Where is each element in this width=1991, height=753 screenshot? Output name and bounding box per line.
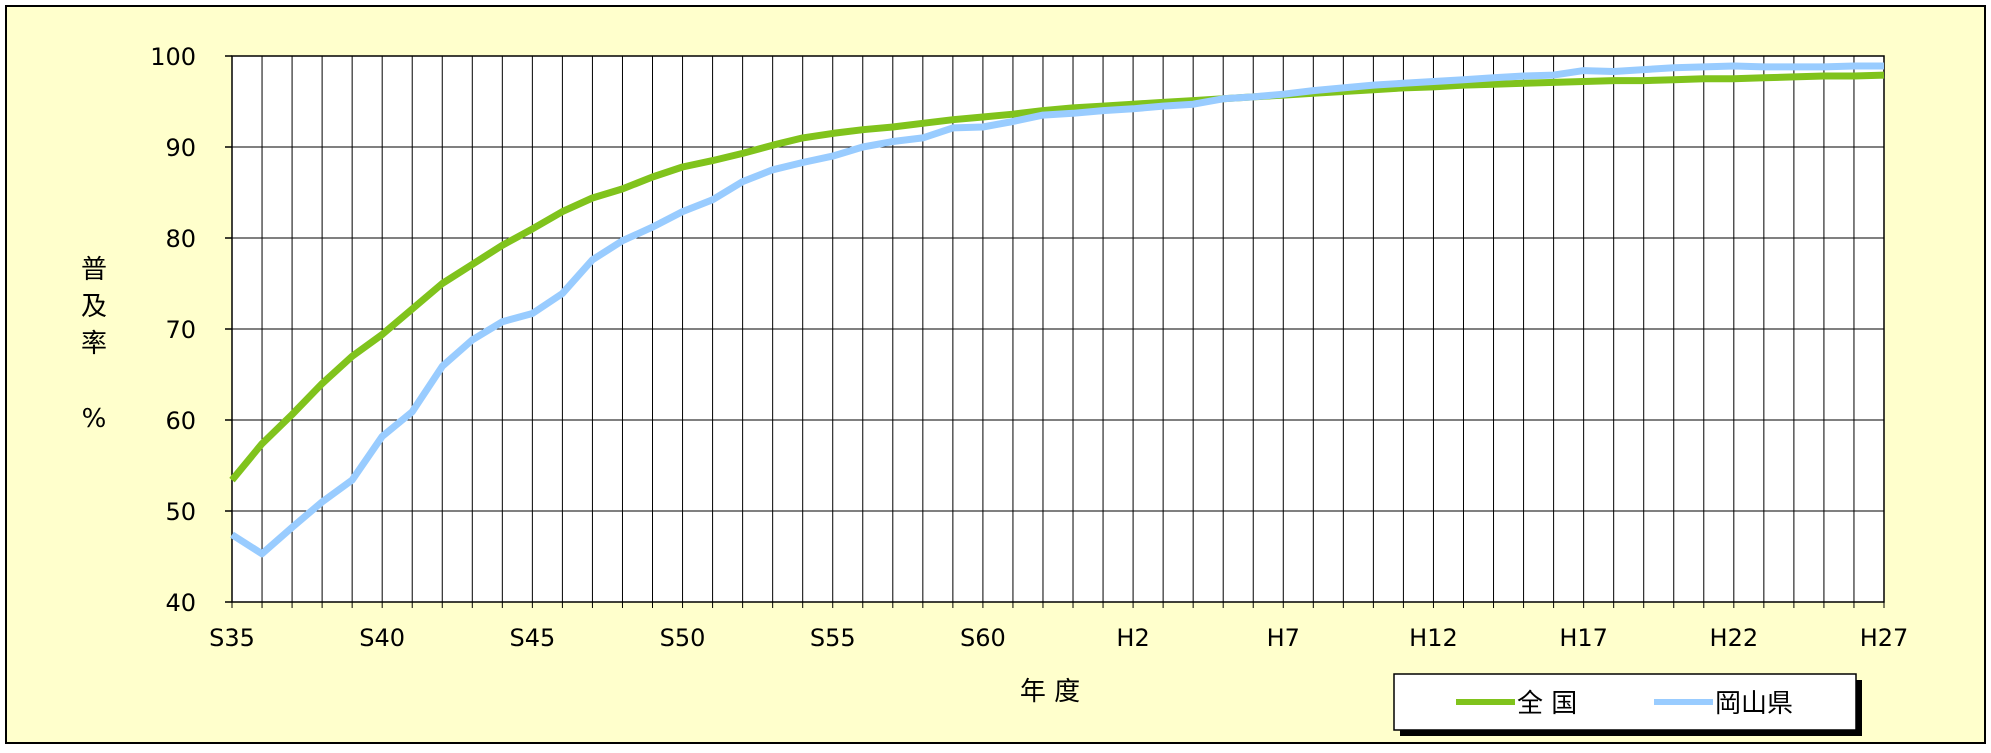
- series-line-national: [229, 71, 1885, 483]
- x-axis-ticks: S35 S40 S45 S50 S55 S60 H2 H7 H12 H17 H22 H27: [209, 602, 1908, 652]
- x-tick-label: S40: [359, 624, 405, 652]
- y-axis-label-char: 普: [81, 255, 107, 285]
- x-tick-label: H12: [1409, 624, 1458, 652]
- x-tick-label: H27: [1860, 624, 1909, 652]
- x-tick-label: H7: [1267, 624, 1300, 652]
- x-tick-label: S55: [810, 624, 856, 652]
- legend-label-national: 全 国: [1517, 689, 1577, 719]
- series: [229, 62, 1885, 558]
- y-axis-label-char: %: [82, 404, 107, 434]
- series-line-okayama: [230, 62, 1884, 558]
- x-tick-label: S60: [960, 624, 1006, 652]
- x-axis-label: 年 度: [1020, 677, 1080, 707]
- y-tick-label: 70: [165, 316, 196, 344]
- y-tick-label: 80: [165, 225, 196, 253]
- y-tick-label: 100: [150, 43, 196, 71]
- y-axis-label-char: 率: [81, 329, 107, 359]
- y-tick-label: 50: [165, 498, 196, 526]
- y-axis-ticks: 40 50 60 70 80 90 100: [150, 43, 232, 617]
- y-axis-label: 普 及 率 %: [81, 255, 107, 434]
- legend-label-okayama: 岡山県: [1715, 689, 1793, 719]
- x-tick-label: S35: [209, 624, 255, 652]
- x-tick-label: S50: [660, 624, 706, 652]
- legend: 全 国 岡山県: [1393, 673, 1862, 736]
- x-tick-label: H22: [1710, 624, 1759, 652]
- y-tick-label: 60: [165, 407, 196, 435]
- x-tick-label: H2: [1116, 624, 1149, 652]
- y-axis-label-char: 及: [81, 292, 107, 322]
- x-tick-label: S45: [509, 624, 555, 652]
- y-tick-label: 40: [165, 589, 196, 617]
- y-tick-label: 90: [165, 134, 196, 162]
- x-tick-label: H17: [1559, 624, 1608, 652]
